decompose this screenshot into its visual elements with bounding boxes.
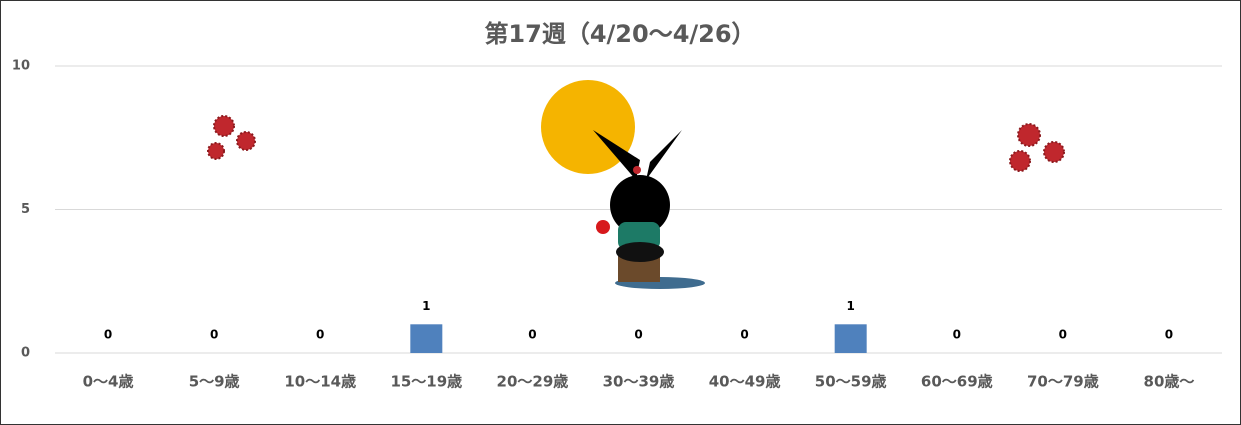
value-label: 0: [1059, 328, 1067, 342]
value-label: 0: [740, 328, 748, 342]
x-tick-label: 30〜39歳: [603, 373, 675, 391]
value-label: 1: [422, 299, 430, 313]
bar: [410, 324, 442, 353]
x-tick-label: 5〜9歳: [189, 373, 240, 391]
value-label: 0: [528, 328, 536, 342]
value-label: 0: [953, 328, 961, 342]
chart: 第17週（4/20〜4/26） 05100〜4歳05〜9歳010〜14歳015〜…: [0, 0, 1241, 425]
value-label: 0: [104, 328, 112, 342]
x-tick-label: 15〜19歳: [390, 373, 462, 391]
x-tick-label: 20〜29歳: [497, 373, 569, 391]
x-tick-label: 70〜79歳: [1027, 373, 1099, 391]
x-tick-label: 0〜4歳: [83, 373, 134, 391]
y-tick-label: 5: [21, 202, 30, 217]
y-tick-label: 0: [21, 346, 30, 361]
chart-title: 第17週（4/20〜4/26）: [484, 20, 755, 48]
value-label: 1: [847, 299, 855, 313]
value-label: 0: [316, 328, 324, 342]
bar: [835, 324, 867, 353]
x-tick-label: 60〜69歳: [921, 373, 993, 391]
x-tick-label: 10〜14歳: [284, 373, 356, 391]
value-label: 0: [210, 328, 218, 342]
value-label: 0: [634, 328, 642, 342]
value-label: 0: [1165, 328, 1173, 342]
x-tick-label: 80歳〜: [1144, 373, 1195, 391]
x-tick-label: 50〜59歳: [815, 373, 887, 391]
y-tick-label: 10: [12, 59, 30, 74]
x-tick-label: 40〜49歳: [709, 373, 781, 391]
